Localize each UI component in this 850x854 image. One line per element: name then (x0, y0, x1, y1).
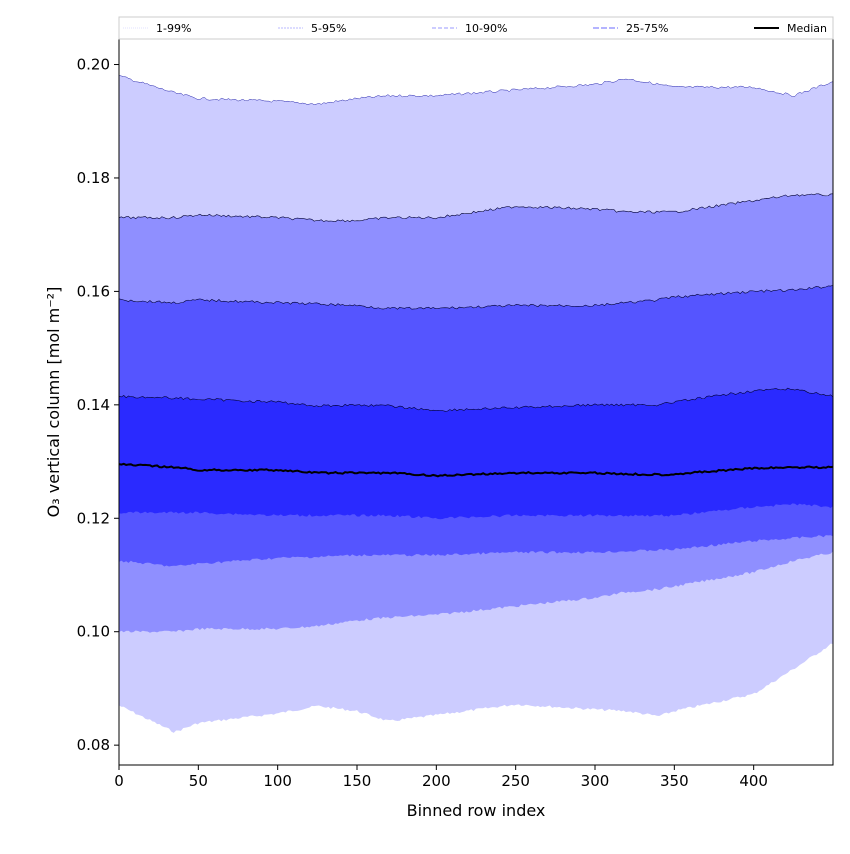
x-tick-label: 150 (343, 772, 372, 790)
y-tick-label: 0.18 (77, 169, 110, 187)
band-upper-edge (118, 285, 834, 310)
x-tick-label: 400 (739, 772, 768, 790)
legend-label: 1-99% (156, 22, 191, 35)
band-25-75pct (119, 388, 833, 520)
x-tick-label: 350 (660, 772, 689, 790)
legend-label: 10-90% (465, 22, 507, 35)
legend-label: Median (787, 22, 827, 35)
bands-layer (118, 75, 834, 733)
y-tick-label: 0.16 (77, 282, 110, 300)
x-tick-label: 0 (114, 772, 124, 790)
band-upper-edge (118, 75, 834, 105)
legend-label: 25-75% (626, 22, 668, 35)
legend-label: 5-95% (311, 22, 346, 35)
y-tick-label: 0.20 (77, 56, 110, 74)
y-tick-label: 0.12 (77, 509, 110, 527)
y-tick-label: 0.14 (77, 396, 110, 414)
x-axis-label: Binned row index (407, 801, 546, 820)
x-tick-label: 100 (263, 772, 292, 790)
x-tick-label: 300 (581, 772, 610, 790)
band-upper-edge (118, 387, 834, 412)
x-tick-label: 50 (189, 772, 208, 790)
median-layer (118, 462, 834, 478)
band-upper-edge (118, 193, 834, 223)
legend-box (118, 16, 834, 40)
x-tick-label: 250 (501, 772, 530, 790)
y-tick-label: 0.08 (77, 736, 110, 754)
x-axis: 0 50 100 150 200 250 300 350 400 (114, 765, 768, 790)
y-axis: 0.08 0.10 0.12 0.14 0.16 0.18 0.20 (77, 56, 119, 754)
legend: 1-99% 5-95% 10-90% 25-75% Median (118, 16, 834, 40)
median-line (118, 462, 834, 478)
x-tick-label: 200 (422, 772, 451, 790)
y-tick-label: 0.10 (77, 623, 110, 641)
y-axis-label: O₃ vertical column [mol m⁻²] (44, 287, 63, 518)
